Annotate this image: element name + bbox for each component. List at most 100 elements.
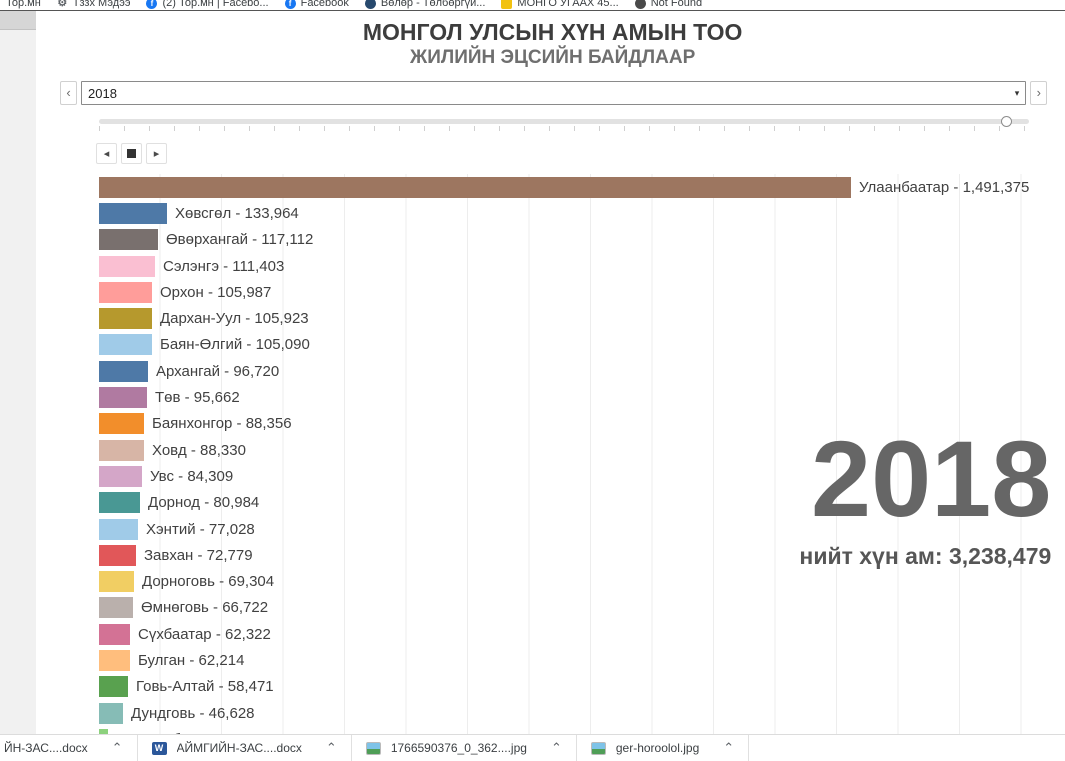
bookmarks-bar: Тор.мн ⚙ Тззх Мэдээ f (2) Тор.мн | Facebo...… — [0, 0, 1065, 11]
year-select-value: 2018 — [88, 85, 117, 101]
bar[interactable] — [99, 308, 152, 330]
bar[interactable] — [99, 413, 144, 435]
bar-label: Орхон - 105,987 — [160, 283, 272, 301]
bar-label: Хөвсгөл - 133,964 — [175, 204, 299, 222]
download-filename: 1766590376_0_362....jpg — [390, 741, 527, 755]
timeline-slider[interactable] — [99, 116, 1030, 133]
bar[interactable] — [99, 255, 155, 277]
bookmark-label: МОНГО УГААХ 45... — [517, 0, 619, 9]
chevron-up-icon[interactable]: ⌃ — [723, 740, 735, 755]
chevron-up-icon[interactable]: ⌃ — [550, 740, 562, 755]
bar-label: Дорнод - 80,984 — [148, 494, 260, 512]
bar-row: Орхон - 105,987 — [99, 279, 1029, 305]
chevron-up-icon[interactable]: ⌃ — [111, 740, 123, 755]
bookmark-label: (2) Тор.мн | Facebo... — [162, 0, 269, 9]
bar[interactable] — [99, 176, 851, 198]
bar[interactable] — [99, 623, 130, 645]
step-forward-button[interactable]: ▸ — [146, 143, 167, 164]
bar-row: Хөвсгөл - 133,964 — [99, 200, 1029, 226]
bar[interactable] — [99, 544, 136, 566]
globe-icon — [634, 0, 646, 9]
bar-row: Ховд - 88,330 — [99, 437, 1029, 463]
bar[interactable] — [99, 571, 134, 593]
bar-label: Баянхонгор - 88,356 — [152, 415, 292, 433]
population-bar-chart: Улаанбаатар - 1,491,375 Хөвсгөл - 133,964… — [99, 174, 1030, 758]
bar-label: Ховд - 88,330 — [152, 441, 246, 459]
bar-row: Улаанбаатар - 1,491,375 — [99, 174, 1029, 200]
facebook-icon: f — [284, 0, 296, 9]
bookmark-item[interactable]: f Facebook — [279, 0, 359, 9]
step-back-button[interactable]: ◂ — [96, 143, 117, 164]
bar-label: Дорноговь - 69,304 — [142, 573, 275, 591]
bar-label: Өмнөговь - 66,722 — [141, 599, 269, 617]
bookmark-item[interactable]: Not Found — [629, 0, 712, 9]
bar-label: Увс - 84,309 — [150, 467, 234, 485]
bar[interactable] — [99, 702, 123, 724]
download-filename: ger-horoolol.jpg — [615, 741, 700, 755]
bar-row: Архангай - 96,720 — [99, 358, 1029, 384]
bar-row: Хэнтий - 77,028 — [99, 516, 1029, 542]
slider-thumb[interactable] — [1001, 116, 1013, 127]
bar-row: Өвөрхангай - 117,112 — [99, 227, 1029, 253]
bar[interactable] — [99, 597, 133, 619]
bar-row: Булган - 62,214 — [99, 647, 1029, 673]
bar-row: Сүхбаатар - 62,322 — [99, 621, 1029, 647]
download-filename: АЙМГИЙН-ЗАС....docx — [176, 741, 302, 755]
bar-row: Дорноговь - 69,304 — [99, 568, 1029, 594]
image-file-icon — [590, 741, 606, 755]
stop-button[interactable] — [121, 143, 142, 164]
year-prev-button[interactable]: ‹ — [60, 81, 77, 105]
bar-label: Булган - 62,214 — [138, 651, 245, 669]
bookmark-item[interactable]: f (2) Тор.мн | Facebo... — [140, 0, 278, 9]
stop-square-icon — [127, 149, 136, 158]
bookmark-item[interactable]: ⚙ Тззх Мэдээ — [51, 0, 141, 9]
image-file-icon — [365, 741, 381, 755]
chevron-up-icon[interactable]: ⌃ — [325, 740, 337, 755]
bar[interactable] — [99, 649, 130, 671]
chevron-down-icon: ▾ — [1014, 87, 1020, 98]
bar[interactable] — [99, 281, 152, 303]
left-gutter — [0, 11, 36, 761]
bar-row: Увс - 84,309 — [99, 463, 1029, 489]
download-item[interactable]: ЙН-ЗАС....docx ⌃ — [0, 735, 138, 761]
bar-row: Говь-Алтай - 58,471 — [99, 674, 1029, 700]
download-item[interactable]: W АЙМГИЙН-ЗАС....docx ⌃ — [138, 735, 352, 761]
bar-row: Дархан-Уул - 105,923 — [99, 305, 1029, 331]
gear-icon: ⚙ — [57, 0, 68, 9]
bar-row: Баянхонгор - 88,356 — [99, 411, 1029, 437]
word-doc-icon: W — [151, 741, 167, 755]
bookmark-item[interactable]: Тор.мн — [0, 0, 51, 9]
year-select[interactable]: 2018 ▾ — [81, 81, 1027, 105]
page-title: МОНГОЛ УЛСЫН ХҮН АМЫН ТОО — [362, 19, 743, 45]
downloads-bar: ЙН-ЗАС....docx ⌃ W АЙМГИЙН-ЗАС....docx ⌃ 1766… — [0, 734, 1065, 761]
site-favicon-icon — [364, 0, 376, 9]
bar[interactable] — [99, 676, 128, 698]
bar-label: Сүхбаатар - 62,322 — [138, 625, 271, 643]
download-item[interactable]: 1766590376_0_362....jpg ⌃ — [352, 735, 577, 761]
download-item[interactable]: ger-horoolol.jpg ⌃ — [577, 735, 750, 761]
bar-label: Төв - 95,662 — [155, 389, 240, 407]
bookmark-label: Facebook — [300, 0, 349, 9]
bar-row: Өмнөговь - 66,722 — [99, 595, 1029, 621]
bar[interactable] — [99, 492, 140, 514]
page-subtitle: ЖИЛИЙН ЭЦСИЙН БАЙДЛААР — [410, 47, 696, 68]
bookmark-label: Not Found — [650, 0, 703, 9]
bar[interactable] — [99, 518, 138, 540]
bar[interactable] — [99, 387, 147, 409]
bar[interactable] — [99, 465, 142, 487]
bar[interactable] — [99, 202, 167, 224]
bar[interactable] — [99, 334, 152, 356]
bar-label: Баян-Өлгий - 105,090 — [160, 336, 310, 354]
year-next-button[interactable]: › — [1030, 81, 1048, 105]
slider-track[interactable] — [99, 119, 1030, 124]
playback-controls: ◂ ▸ — [96, 143, 1065, 164]
bar-label: Дархан-Уул - 105,923 — [160, 310, 309, 328]
bar[interactable] — [99, 360, 148, 382]
year-controls: ‹ 2018 ▾ › — [60, 81, 1048, 105]
bookmark-item[interactable]: Вөлөр - Төлбөргүй... — [359, 0, 496, 9]
bookmark-item[interactable]: МОНГО УГААХ 45... — [495, 0, 628, 9]
bar[interactable] — [99, 229, 158, 251]
back-triangle-icon: ◂ — [103, 148, 110, 160]
bar[interactable] — [99, 439, 144, 461]
bar-row: Дундговь - 46,628 — [99, 700, 1029, 726]
